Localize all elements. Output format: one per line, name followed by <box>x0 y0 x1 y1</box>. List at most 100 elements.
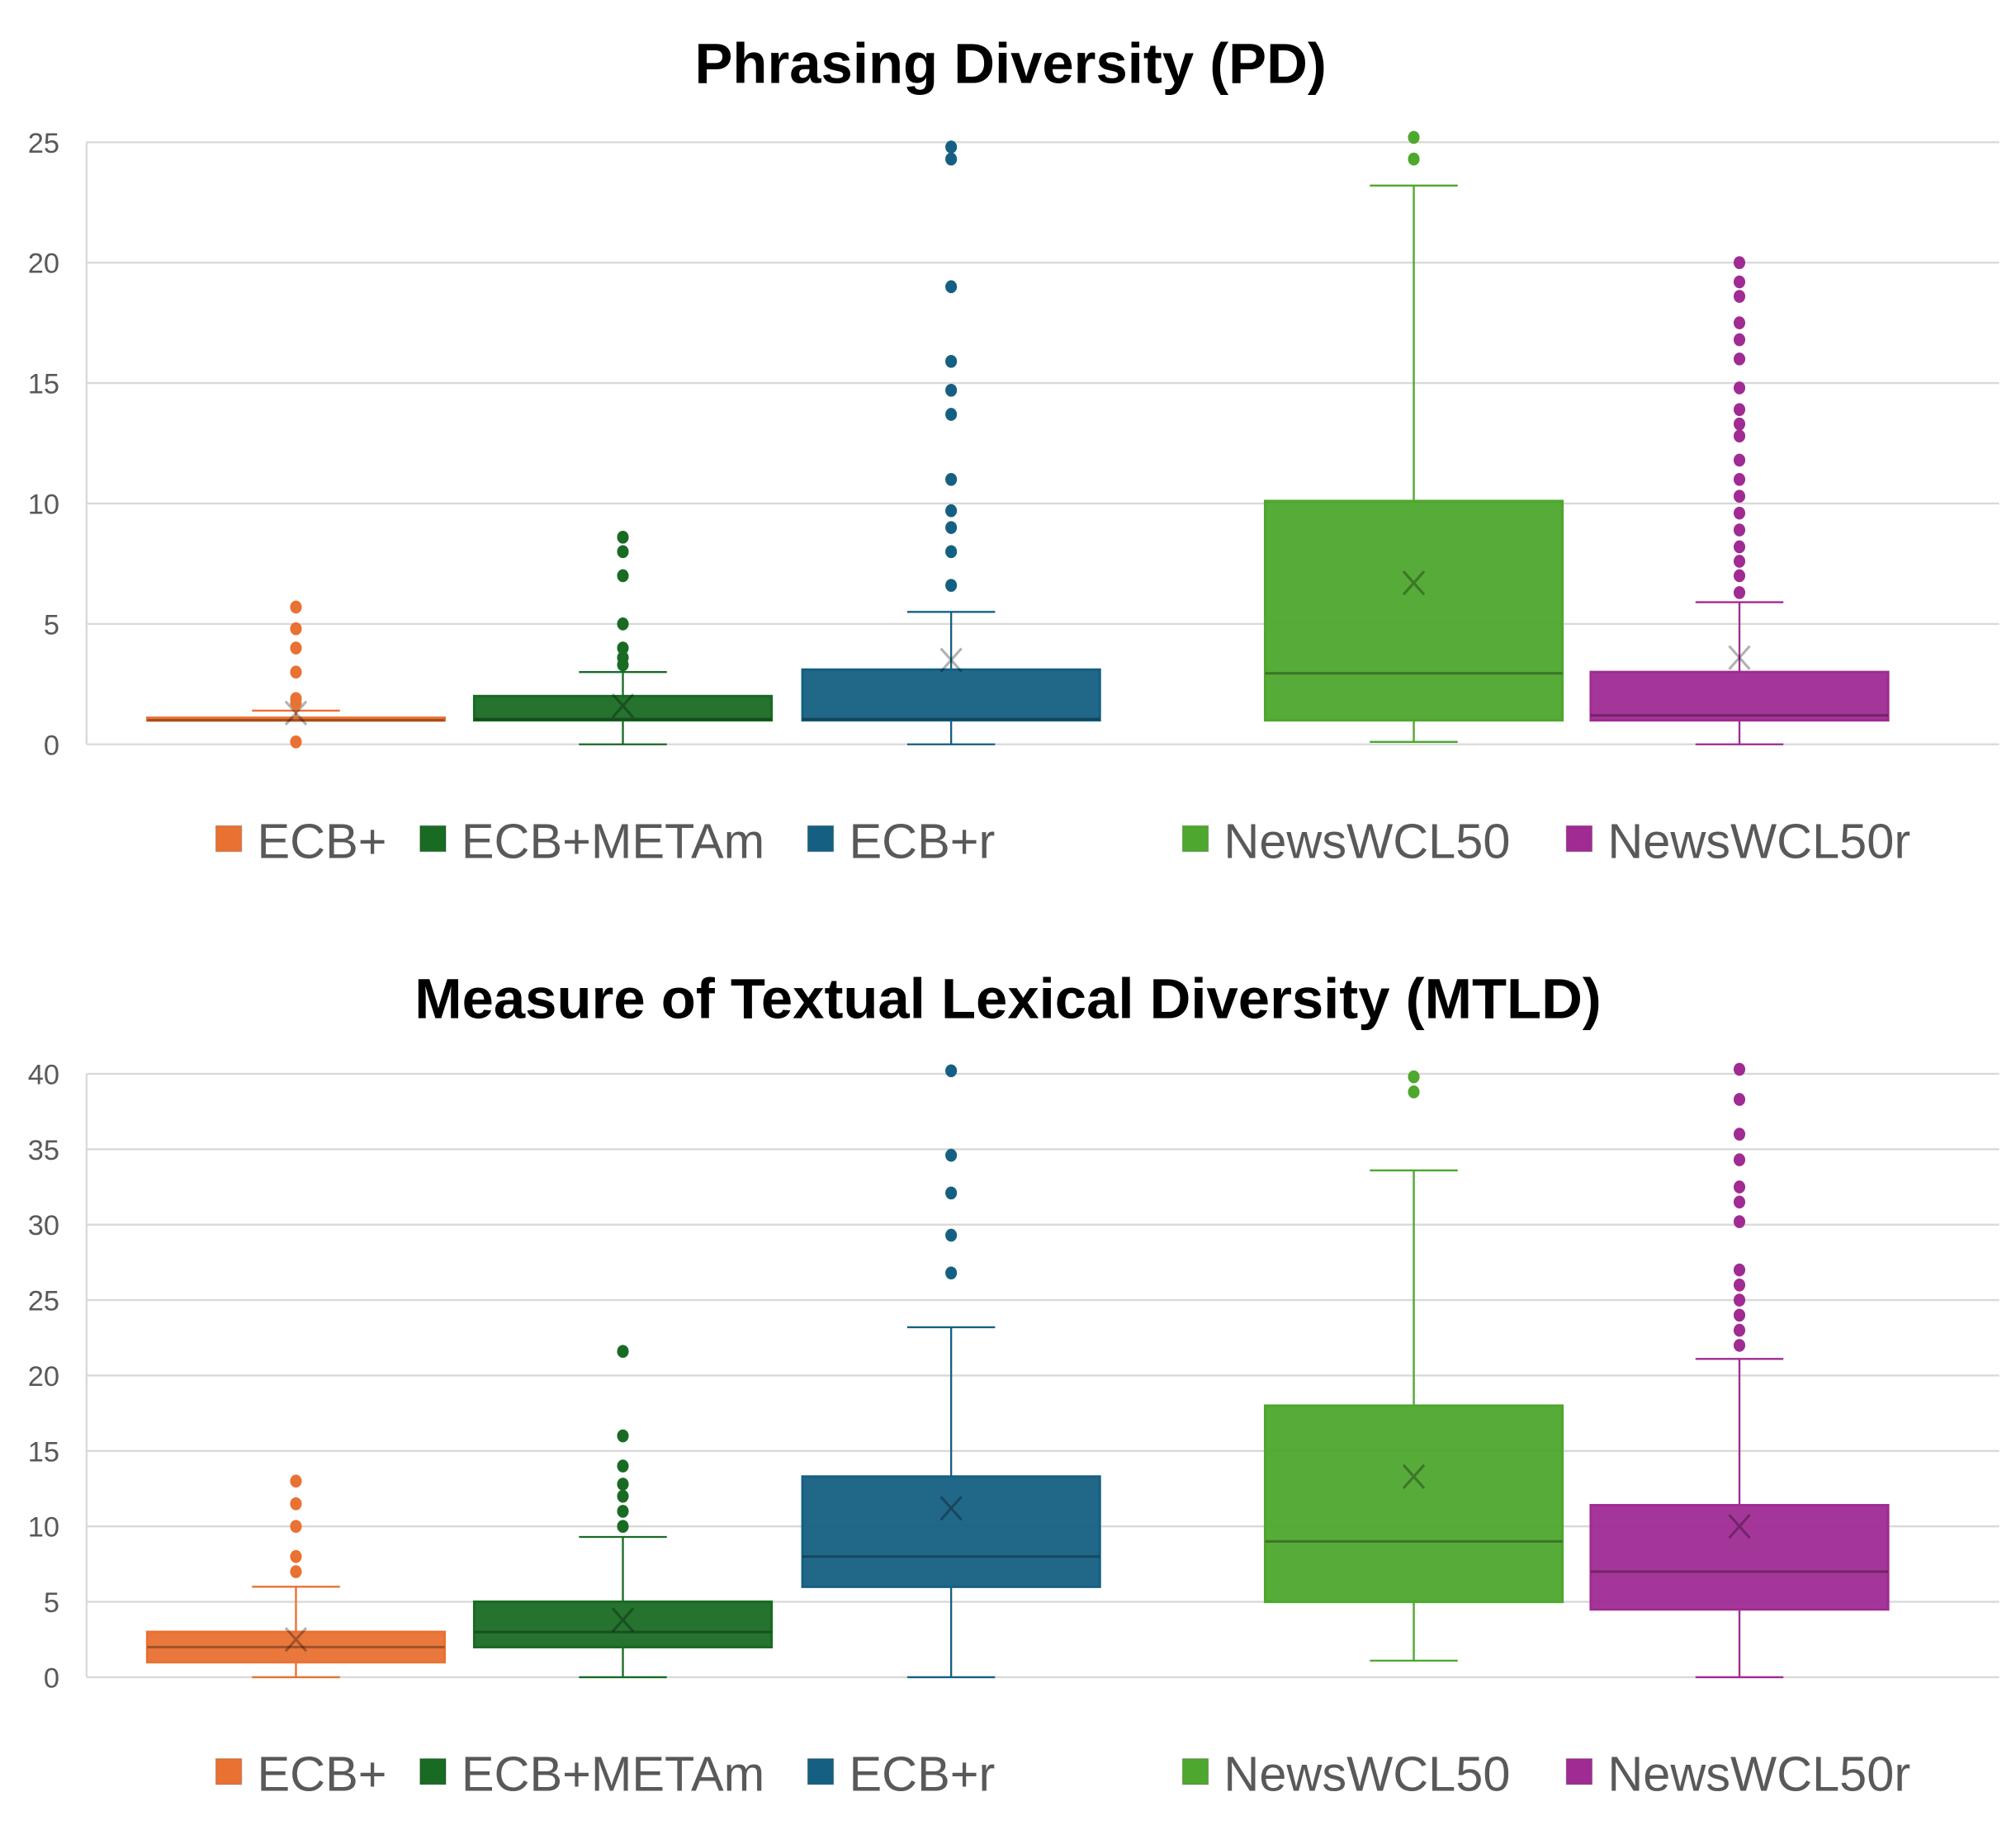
box-newswcl50r <box>1589 256 1890 745</box>
iqr-box <box>1263 499 1564 722</box>
outlier-point <box>617 1478 629 1491</box>
legend-swatch <box>1565 825 1593 853</box>
outlier-point <box>945 504 958 518</box>
outlier-point <box>945 545 958 559</box>
box-ecb-r <box>801 1064 1101 1679</box>
outlier-point <box>290 600 302 614</box>
mean-marker <box>1728 645 1751 670</box>
outlier-point <box>617 569 629 583</box>
outlier-point <box>617 545 629 559</box>
outlier-point <box>1733 290 1746 303</box>
legend-swatch <box>215 1757 243 1785</box>
mtld-chart: 0 5 10 15 20 25 30 35 40 ECB+ ECB+METAm ECB+r NewsWC… <box>28 1059 1999 1802</box>
outlier-point <box>617 641 629 655</box>
outlier-point <box>1733 1195 1746 1209</box>
outlier-point <box>1733 1153 1746 1166</box>
outlier-point <box>1733 417 1746 431</box>
outlier-point <box>1733 489 1746 504</box>
outlier-point <box>290 622 302 636</box>
legend-swatch <box>1181 1757 1209 1785</box>
legend-label: ECB+METAm <box>461 1747 764 1802</box>
outlier-point <box>617 1505 629 1518</box>
outlier-point <box>945 140 958 154</box>
y-tick-label: 15 <box>28 1436 59 1468</box>
iqr-box <box>801 668 1101 722</box>
legend-swatch <box>1181 825 1209 853</box>
iqr-box <box>1263 1404 1564 1604</box>
y-tick-label: 20 <box>28 248 59 280</box>
outlier-point <box>290 1549 302 1563</box>
outlier-point <box>1733 333 1746 347</box>
outlier-point <box>1733 453 1746 467</box>
outlier-point <box>1733 1278 1746 1292</box>
y-tick-label: 25 <box>28 128 59 159</box>
outlier-point <box>1733 555 1746 568</box>
outlier-point <box>290 735 302 749</box>
outlier-point <box>945 384 958 397</box>
outlier-point <box>617 1489 629 1503</box>
outlier-point <box>1733 586 1746 599</box>
outlier-point <box>290 665 302 679</box>
outlier-point <box>617 1459 629 1473</box>
outlier-point <box>1733 569 1746 583</box>
outlier-point <box>617 1345 629 1359</box>
y-tick-label: 40 <box>28 1059 59 1090</box>
outlier-point <box>1733 1180 1746 1194</box>
box-ecb-metam <box>472 530 774 745</box>
outlier-point <box>1733 381 1746 395</box>
legend-label: ECB+r <box>849 814 995 869</box>
outlier-point <box>290 1474 302 1488</box>
outlier-point <box>1733 1293 1746 1307</box>
outlier-point <box>290 692 302 706</box>
outlier-point <box>945 521 958 534</box>
y-tick-label: 25 <box>28 1286 59 1317</box>
outlier-point <box>945 1186 958 1200</box>
y-tick-label: 30 <box>28 1210 59 1241</box>
box-newswcl50r <box>1589 1062 1890 1679</box>
mean-marker <box>1402 570 1426 596</box>
outlier-point <box>617 530 629 544</box>
outlier-point <box>617 617 629 631</box>
outlier-point <box>1733 1215 1746 1228</box>
outlier-point <box>945 472 958 486</box>
outlier-point <box>945 1266 958 1280</box>
outlier-point <box>1733 523 1746 537</box>
pd-chart: 0 5 10 15 20 25 ECB+ ECB+METAm ECB+r NewsWCL50 New… <box>28 128 1999 869</box>
iqr-box <box>145 1630 447 1664</box>
outlier-point <box>1733 316 1746 329</box>
outlier-point <box>617 650 629 664</box>
y-tick-label: 15 <box>28 369 59 400</box>
outlier-point <box>617 1429 629 1443</box>
outlier-point <box>1733 1308 1746 1322</box>
legend-label: ECB+ <box>258 814 387 869</box>
mean-marker <box>611 1607 635 1633</box>
box-ecb- <box>145 600 447 749</box>
outlier-point <box>1733 352 1746 366</box>
outlier-point <box>1733 1128 1746 1141</box>
box-newswcl50 <box>1263 130 1564 744</box>
mean-marker <box>1728 1514 1751 1539</box>
y-tick-label: 0 <box>44 1662 59 1694</box>
outlier-point <box>1733 1323 1746 1337</box>
outlier-point <box>945 1148 958 1162</box>
outlier-point <box>290 1496 302 1511</box>
iqr-box <box>472 694 774 722</box>
outlier-point <box>945 152 958 166</box>
legend-swatch <box>1565 1757 1593 1785</box>
outlier-point <box>1733 1263 1746 1277</box>
y-tick-label: 10 <box>28 489 59 520</box>
iqr-box <box>472 1600 774 1648</box>
outlier-point <box>1733 429 1746 443</box>
outlier-point <box>617 1520 629 1534</box>
legend-swatch <box>215 825 243 853</box>
outlier-point <box>1408 1085 1420 1099</box>
outlier-point <box>1733 1339 1746 1352</box>
iqr-box <box>1589 1504 1890 1611</box>
mean-marker <box>939 1496 963 1521</box>
y-tick-label: 5 <box>44 609 59 641</box>
legend-label: NewsWCL50 <box>1223 814 1510 869</box>
legend-swatch <box>807 1757 835 1785</box>
legend-swatch <box>807 825 835 853</box>
legend-swatch <box>419 1757 447 1785</box>
outlier-point <box>1733 1062 1746 1076</box>
